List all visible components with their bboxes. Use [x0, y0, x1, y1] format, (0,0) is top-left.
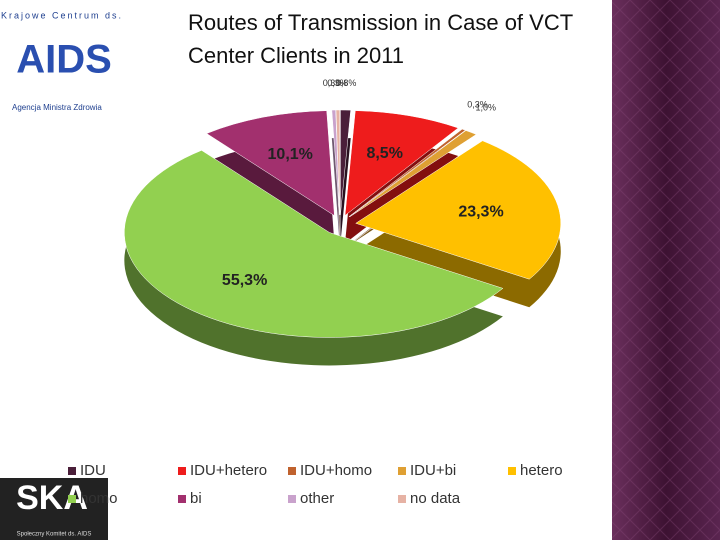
data-label: 0,8%: [336, 78, 357, 88]
legend-swatch: [398, 495, 406, 503]
data-label: 0,3%: [467, 100, 488, 110]
logo-arc: Krajowe Centrum ds.: [1, 10, 123, 20]
legend-swatch: [398, 467, 406, 475]
legend-label: homo: [80, 490, 118, 507]
legend-label: IDU+bi: [410, 462, 456, 479]
logo-main: AIDS: [16, 38, 112, 82]
slice: [206, 110, 335, 217]
legend-swatch: [288, 467, 296, 475]
data-label: 10,1%: [268, 146, 313, 163]
legend-label: other: [300, 490, 334, 507]
data-label: 0,3%: [327, 78, 348, 88]
data-label: 23,3%: [458, 203, 503, 220]
slice: [335, 109, 341, 216]
legend-swatch: [68, 495, 76, 503]
slice: [344, 110, 459, 217]
legend-label: IDU+hetero: [190, 462, 267, 479]
data-label: 0,3%: [323, 78, 344, 88]
legend-swatch: [178, 495, 186, 503]
legend-label: hetero: [520, 462, 563, 479]
slice: [124, 150, 504, 338]
slice: [340, 109, 351, 216]
data-label: 1,0%: [475, 103, 496, 113]
logo-sub: Agencja Ministra Zdrowia: [12, 103, 102, 112]
logo-ska-sub: Społeczny Komitet ds. AIDS: [17, 532, 92, 538]
side-pattern: [612, 0, 720, 540]
logo-ska: SKA: [16, 479, 88, 517]
data-label: 8,5%: [366, 145, 402, 162]
legend-label: bi: [190, 490, 202, 507]
slice: [331, 109, 340, 216]
data-label: 55,3%: [222, 272, 267, 289]
chart-title: Routes of Transmission in Case of VCT Ce…: [188, 10, 573, 68]
slice-side: [331, 138, 340, 244]
legend-label: IDU+homo: [300, 462, 372, 479]
legend-label: IDU: [80, 462, 106, 479]
legend-swatch: [178, 467, 186, 475]
slice: [355, 140, 562, 280]
legend-label: no data: [410, 490, 461, 507]
legend-swatch: [288, 495, 296, 503]
slice: [349, 130, 477, 218]
slice: [348, 128, 466, 217]
logo-box: [0, 478, 108, 540]
legend-swatch: [508, 467, 516, 475]
legend-swatch: [68, 467, 76, 475]
